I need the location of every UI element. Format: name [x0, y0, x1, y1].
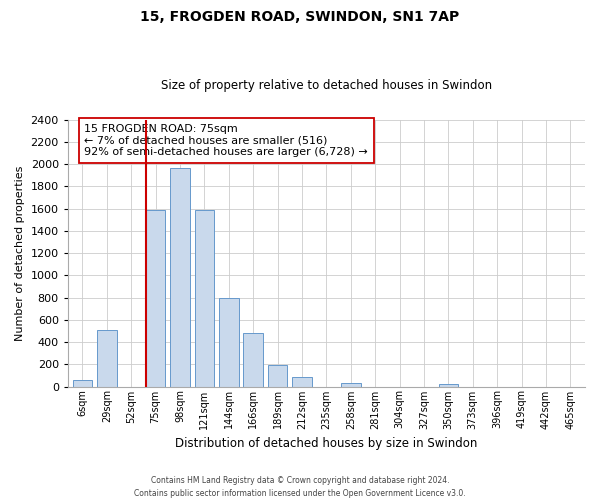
Bar: [146, 210, 166, 386]
Title: Size of property relative to detached houses in Swindon: Size of property relative to detached ho…: [161, 79, 492, 92]
Bar: [292, 376, 312, 386]
Bar: [170, 168, 190, 386]
Bar: [219, 298, 239, 386]
Text: 15, FROGDEN ROAD, SWINDON, SN1 7AP: 15, FROGDEN ROAD, SWINDON, SN1 7AP: [140, 10, 460, 24]
Bar: [439, 384, 458, 386]
Bar: [97, 330, 116, 386]
Bar: [73, 380, 92, 386]
Text: 15 FROGDEN ROAD: 75sqm
← 7% of detached houses are smaller (516)
92% of semi-det: 15 FROGDEN ROAD: 75sqm ← 7% of detached …: [85, 124, 368, 157]
Bar: [341, 383, 361, 386]
Bar: [244, 333, 263, 386]
Text: Contains HM Land Registry data © Crown copyright and database right 2024.
Contai: Contains HM Land Registry data © Crown c…: [134, 476, 466, 498]
X-axis label: Distribution of detached houses by size in Swindon: Distribution of detached houses by size …: [175, 437, 478, 450]
Y-axis label: Number of detached properties: Number of detached properties: [15, 166, 25, 340]
Bar: [194, 210, 214, 386]
Bar: [268, 366, 287, 386]
